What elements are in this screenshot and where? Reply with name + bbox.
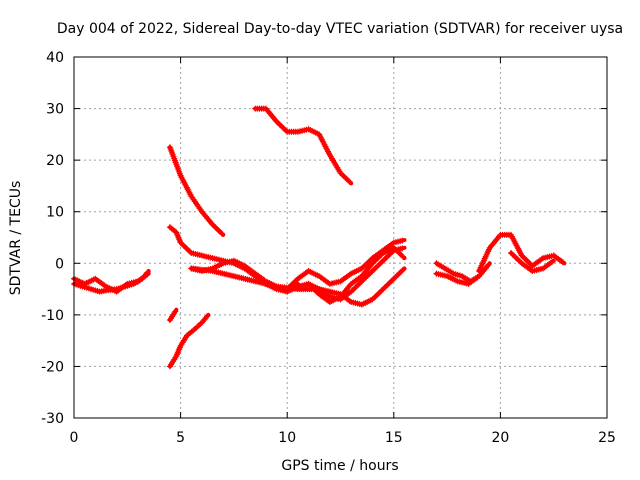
- y-tick-label: 20: [46, 153, 64, 169]
- series-trace: [253, 106, 354, 186]
- y-tick-label: 10: [46, 205, 64, 221]
- x-tick-label: 0: [70, 430, 79, 446]
- data-point: [399, 266, 406, 273]
- x-tick-label: 15: [385, 430, 403, 446]
- x-tick-label: 20: [491, 430, 509, 446]
- data-point: [399, 253, 406, 260]
- series-track-9: [252, 105, 354, 186]
- x-tick-label: 25: [598, 430, 616, 446]
- y-tick-label: -10: [41, 308, 64, 324]
- series-track-13: [433, 260, 482, 285]
- series-track-14: [476, 231, 567, 275]
- series-track-2: [71, 271, 151, 295]
- y-tick-label: 40: [46, 50, 64, 66]
- series-track-3: [166, 144, 226, 237]
- series-track-6: [166, 307, 179, 324]
- x-axis-label: GPS time / hours: [281, 458, 398, 474]
- y-tick-label: -30: [41, 411, 64, 427]
- x-tick-label: 10: [278, 430, 296, 446]
- data-point: [204, 313, 211, 320]
- axis-ticks: 0 5 10 15 20 25 -30 -20 -10 0 10 20 30 40: [41, 50, 616, 446]
- data-point: [144, 271, 151, 278]
- series-track-10: [284, 237, 407, 293]
- data-point: [218, 230, 225, 237]
- data-series: [71, 105, 567, 370]
- series-track-15: [508, 249, 556, 275]
- series-track-5: [166, 312, 211, 370]
- data-point: [485, 261, 492, 268]
- data-point: [559, 259, 566, 266]
- grid: [74, 57, 607, 418]
- data-point: [474, 274, 481, 281]
- series-track-11: [305, 244, 407, 305]
- chart-title: Day 004 of 2022, Sidereal Day-to-day VTE…: [57, 21, 623, 37]
- x-tick-label: 5: [176, 430, 185, 446]
- plot-frame: [73, 56, 608, 419]
- data-point: [172, 308, 179, 315]
- data-point: [399, 237, 406, 244]
- data-point: [346, 178, 353, 185]
- y-tick-label: -20: [41, 359, 64, 375]
- y-axis-label: SDTVAR / TECUs: [8, 181, 24, 296]
- y-tick-label: 0: [55, 256, 64, 272]
- data-point: [549, 258, 556, 265]
- series-track-8: [188, 265, 407, 308]
- y-tick-label: 30: [46, 102, 64, 118]
- data-point: [399, 245, 406, 252]
